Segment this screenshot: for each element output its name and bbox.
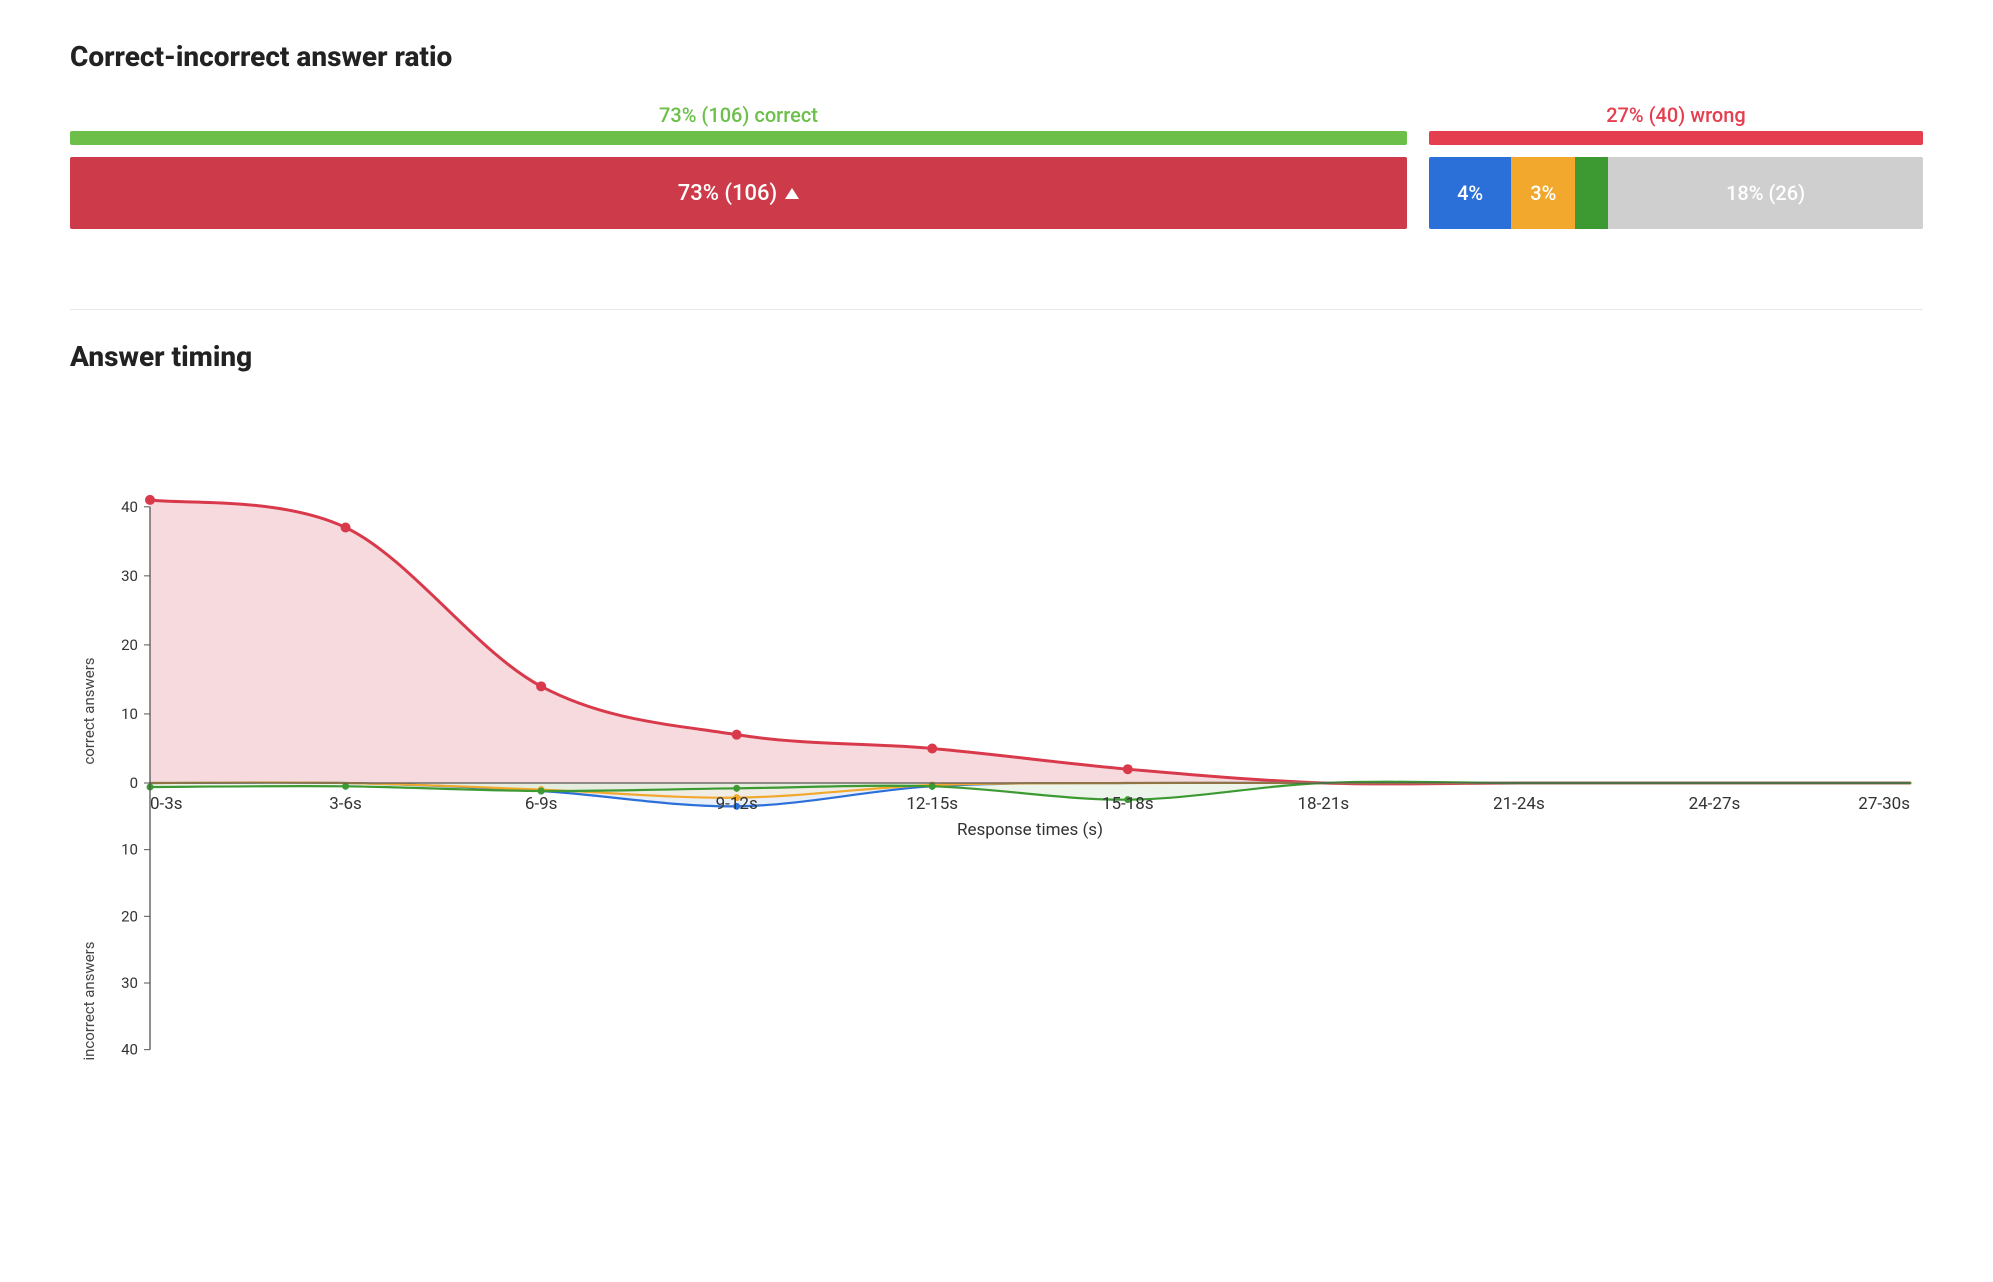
- svg-text:40: 40: [121, 1041, 138, 1059]
- ratio-main-correct: 73% (106): [70, 157, 1407, 229]
- svg-text:20: 20: [121, 636, 138, 654]
- ratio-thin-correct: [70, 131, 1407, 145]
- ratio-segment: 3%: [1511, 157, 1575, 229]
- svg-text:30: 30: [121, 974, 138, 992]
- ratio-main-incorrect: 4%3% 18% (26): [1429, 157, 1923, 229]
- svg-text:Response times (s): Response times (s): [957, 820, 1103, 840]
- timing-svg: 0 10 20 30 40 10 20 30 40 0-3s 3-6s 6-9s 9-12s 12-15s…: [70, 493, 1920, 1113]
- section-divider: [70, 309, 1923, 310]
- y-axis-bottom-label: incorrect answers: [80, 942, 98, 1061]
- svg-text:10: 10: [121, 841, 138, 859]
- svg-text:12-15s: 12-15s: [906, 794, 958, 814]
- ratio-segment: [1575, 157, 1608, 229]
- ratio-segment: 18% (26): [1608, 157, 1923, 229]
- svg-text:18-21s: 18-21s: [1297, 794, 1349, 814]
- svg-text:15-18s: 15-18s: [1102, 794, 1154, 814]
- up-arrow-icon: [785, 188, 799, 199]
- svg-text:27-30s: 27-30s: [1858, 794, 1910, 814]
- ratio-main-row: 73% (106) 4%3% 18% (26): [70, 157, 1923, 229]
- svg-text:30: 30: [121, 567, 138, 585]
- svg-text:0: 0: [130, 774, 138, 792]
- svg-text:3-6s: 3-6s: [329, 794, 362, 814]
- svg-text:20: 20: [121, 907, 138, 925]
- svg-text:0-3s: 0-3s: [150, 794, 183, 814]
- ratio-segment: 4%: [1429, 157, 1511, 229]
- ratio-thin-wrong: [1429, 131, 1923, 145]
- svg-text:10: 10: [121, 705, 138, 723]
- svg-text:21-24s: 21-24s: [1493, 794, 1545, 814]
- svg-text:9-12s: 9-12s: [716, 794, 758, 814]
- ratio-labels-row: 73% (106) correct 27% (40) wrong: [70, 103, 1923, 127]
- svg-text:24-27s: 24-27s: [1689, 794, 1741, 814]
- ratio-title: Correct-incorrect answer ratio: [70, 40, 1923, 73]
- y-axis-top-label: correct answers: [80, 657, 98, 764]
- ratio-main-correct-label: 73% (106): [678, 181, 778, 206]
- ratio-thin-row: [70, 131, 1923, 145]
- svg-text:6-9s: 6-9s: [525, 794, 558, 814]
- timing-title: Answer timing: [70, 340, 1923, 373]
- svg-text:40: 40: [121, 498, 138, 516]
- timing-chart: correct answers incorrect answers 0 10 20 3…: [70, 493, 1923, 1113]
- ratio-correct-label: 73% (106) correct: [70, 103, 1407, 127]
- ratio-wrong-label: 27% (40) wrong: [1429, 103, 1923, 127]
